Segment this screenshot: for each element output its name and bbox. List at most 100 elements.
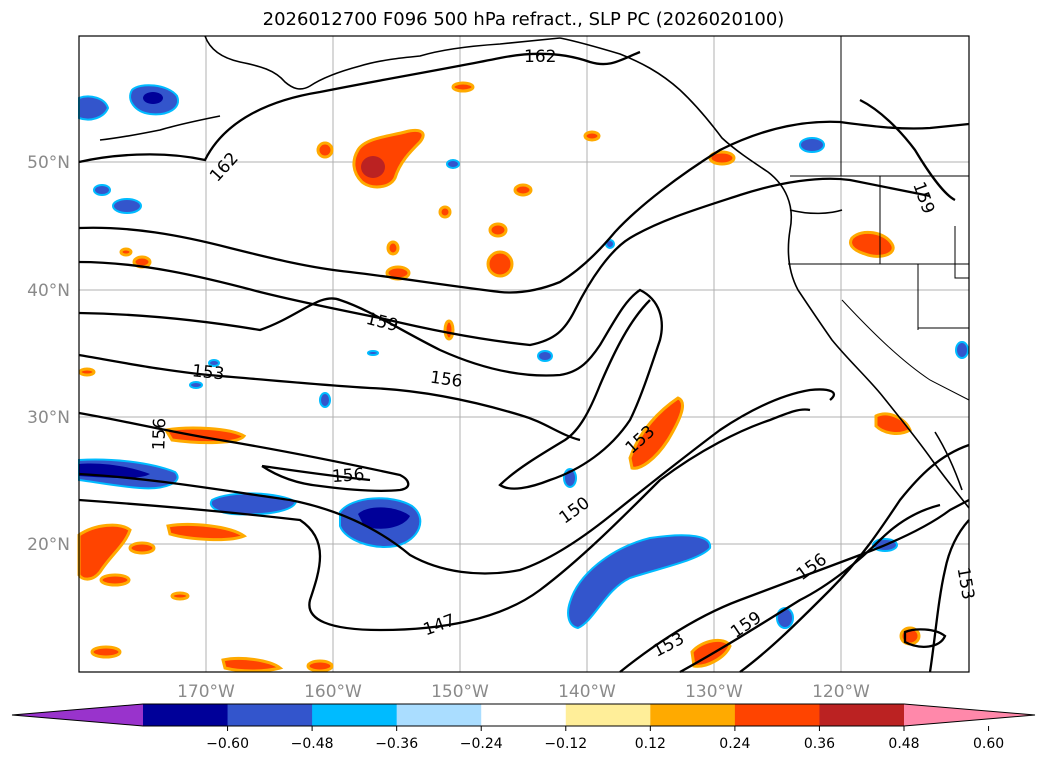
contour-162-east <box>859 98 956 202</box>
positive-anomaly-patch <box>486 250 514 278</box>
contour-156-mid <box>78 411 410 492</box>
map-background <box>79 36 969 672</box>
contour-label: 156 <box>149 418 170 451</box>
lat-label: 20°N <box>27 535 70 555</box>
lat-label: 30°N <box>27 408 70 428</box>
negative-anomaly-patch <box>567 534 712 630</box>
positive-anomaly-patch <box>438 205 452 219</box>
contour-159-low <box>739 443 970 673</box>
positive-anomaly-patch <box>221 656 284 673</box>
negative-anomaly-patch <box>319 392 331 408</box>
contour-153 <box>78 353 581 442</box>
colorbar-outline <box>11 703 1036 727</box>
negative-anomaly-patch <box>93 184 111 196</box>
negative-anomaly-core <box>358 507 410 529</box>
contour-label: 156 <box>331 465 365 487</box>
contour-156 <box>78 288 663 490</box>
map-title: 2026012700 F096 500 hPa refract., SLP PC… <box>262 9 785 30</box>
positive-anomaly-patch <box>77 523 132 581</box>
colorbar-segment <box>481 704 567 726</box>
positive-anomaly-patch <box>628 396 684 470</box>
contour-159 <box>78 120 970 294</box>
positive-anomaly-patch <box>306 659 334 673</box>
colorbar-segment <box>396 704 482 726</box>
colorbar: −0.60 −0.48 −0.36 −0.24 −0.12 0.12 0.24 0.36 0.4… <box>11 703 1036 752</box>
lon-label: 160°W <box>304 682 362 702</box>
negative-anomaly-patch <box>367 350 379 356</box>
positive-anomaly-patch <box>170 591 190 601</box>
positive-anomaly-patch <box>451 81 475 93</box>
colorbar-segment <box>650 704 736 726</box>
negative-anomaly-core <box>143 92 163 104</box>
negative-anomaly-patch <box>78 95 110 121</box>
colorbar-tick-label: −0.36 <box>375 736 418 752</box>
slp-contours <box>78 50 970 674</box>
positive-anomaly-patch <box>119 247 133 257</box>
colorbar-tick-label: 0.48 <box>888 736 919 752</box>
negative-anomaly-patch <box>799 137 825 153</box>
positive-anomaly-patch <box>128 541 156 555</box>
positive-anomaly-patch <box>443 319 455 341</box>
colorbar-tick-label: −0.12 <box>544 736 587 752</box>
map-frame <box>78 35 970 673</box>
contour-147 <box>78 408 811 632</box>
colorbar-tick-label: −0.24 <box>460 736 503 752</box>
positive-anomaly-patch <box>849 230 895 258</box>
lat-label: 40°N <box>27 281 70 301</box>
positive-anomaly-patch <box>99 573 131 587</box>
contour-label: 153 <box>191 361 225 384</box>
positive-anomaly-patch <box>488 222 508 238</box>
negative-anomaly-patch <box>112 198 142 214</box>
positive-anomaly-patch <box>163 426 247 445</box>
negative-anomaly-patch <box>776 607 794 629</box>
positive-anomaly-patch <box>316 141 334 159</box>
negative-anomaly-patch <box>955 341 969 359</box>
lat-label: 50°N <box>27 153 70 173</box>
colorbar-extend-min <box>12 704 143 726</box>
colorbar-tick-label: 0.12 <box>635 736 666 752</box>
latitude-labels: 50°N 40°N 30°N 20°N <box>27 153 70 555</box>
longitude-labels: 170°W 160°W 150°W 140°W 130°W 120°W <box>177 682 870 702</box>
negative-anomaly-patch <box>537 350 553 362</box>
colorbar-segment <box>734 704 820 726</box>
colorbar-tick-label: 0.60 <box>973 736 1004 752</box>
positive-anomaly-patch <box>78 367 96 377</box>
contour-150 <box>78 388 836 575</box>
negative-anomaly-patch <box>446 159 460 169</box>
lon-label: 150°W <box>431 682 489 702</box>
contour-label: 156 <box>429 368 464 392</box>
positive-anomaly-patch <box>90 645 122 659</box>
contour-closed <box>903 628 947 648</box>
positive-anomaly-patch <box>583 130 601 142</box>
refractivity-anomaly-fills <box>77 81 969 673</box>
colorbar-segment <box>565 704 651 726</box>
positive-anomaly-core <box>361 156 385 178</box>
lon-label: 120°W <box>812 682 870 702</box>
colorbar-tick-label: 0.36 <box>804 736 835 752</box>
contour-156-low <box>679 503 941 674</box>
map-panel: 162 162 159 156 153 156 156 153 150 147 … <box>77 35 978 674</box>
contour-153-low <box>619 498 970 673</box>
contour-label: 162 <box>524 47 556 67</box>
contour-156-lower <box>261 464 371 482</box>
lon-label: 130°W <box>685 682 743 702</box>
negative-anomaly-patch <box>208 359 220 367</box>
positive-anomaly-patch <box>708 150 736 166</box>
political-borders <box>788 36 970 401</box>
colorbar-segment <box>819 704 905 726</box>
positive-anomaly-patch <box>513 183 533 197</box>
lon-label: 140°W <box>558 682 616 702</box>
colorbar-tick-label: 0.24 <box>719 736 750 752</box>
colorbar-tick-label: −0.48 <box>291 736 334 752</box>
colorbar-tick-label: −0.60 <box>206 736 249 752</box>
negative-anomaly-patch <box>189 381 203 389</box>
positive-anomaly-patch <box>386 240 400 256</box>
colorbar-extend-max <box>904 704 1035 726</box>
contour-159b <box>78 177 931 347</box>
colorbar-segment <box>227 704 313 726</box>
colorbar-segment <box>143 704 229 726</box>
colorbar-segment <box>312 704 398 726</box>
contour-162 <box>78 50 641 164</box>
coastlines <box>99 35 970 509</box>
